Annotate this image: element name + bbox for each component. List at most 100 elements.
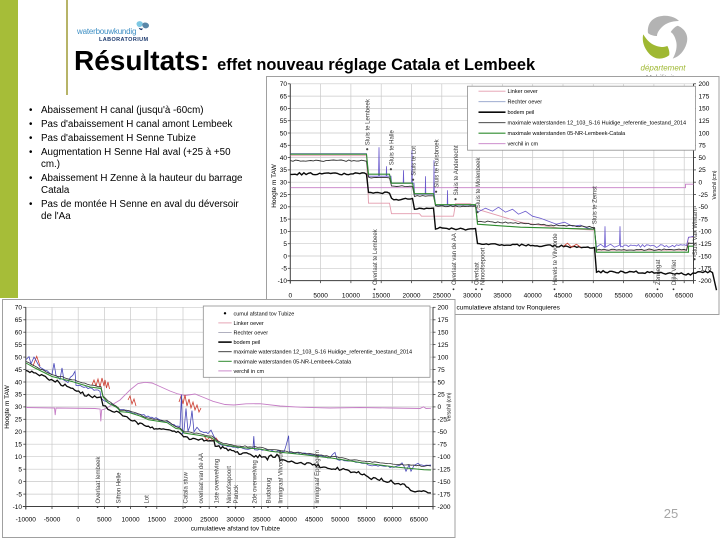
- svg-text:maximale waterstanden 05-NR-Le: maximale waterstanden 05-NR-Lembeek-Cata…: [507, 131, 626, 137]
- svg-text:20: 20: [15, 429, 23, 436]
- svg-text:55: 55: [279, 118, 287, 125]
- svg-text:-5: -5: [281, 265, 287, 272]
- svg-text:Verschil (cm): Verschil (cm): [447, 392, 453, 421]
- svg-text:25000: 25000: [432, 292, 450, 299]
- svg-text:60000: 60000: [384, 517, 402, 524]
- svg-text:Sluis te Halle: Sluis te Halle: [389, 129, 395, 165]
- svg-text:50: 50: [15, 354, 23, 361]
- svg-text:Sluis te Zemst: Sluis te Zemst: [592, 186, 598, 224]
- svg-text:150: 150: [438, 330, 449, 337]
- svg-text:Rechter oever: Rechter oever: [234, 331, 269, 337]
- svg-text:Sluis te Lot: Sluis te Lot: [411, 145, 417, 175]
- svg-text:30000: 30000: [463, 292, 481, 299]
- svg-text:50000: 50000: [331, 517, 349, 524]
- svg-text:125: 125: [698, 118, 709, 125]
- svg-text:maximale waterstanden 12_103_S: maximale waterstanden 12_103_S-16 Huidig…: [507, 120, 686, 126]
- svg-text:65: 65: [15, 317, 23, 324]
- svg-text:55000: 55000: [614, 292, 632, 299]
- svg-text:5000: 5000: [313, 292, 328, 299]
- svg-text:40: 40: [279, 155, 287, 162]
- svg-text:50: 50: [279, 130, 287, 137]
- svg-text:25: 25: [279, 192, 287, 199]
- svg-text:60000: 60000: [644, 292, 662, 299]
- svg-text:Sluis te Lembeek: Sluis te Lembeek: [365, 98, 371, 145]
- svg-text:-25: -25: [438, 417, 448, 424]
- svg-text:25: 25: [438, 392, 446, 399]
- svg-text:150: 150: [698, 105, 709, 112]
- svg-text:25: 25: [698, 167, 706, 174]
- svg-text:35: 35: [15, 392, 23, 399]
- svg-text:10: 10: [279, 228, 287, 235]
- svg-text:Sluis te Ruisbroek: Sluis te Ruisbroek: [434, 138, 440, 187]
- svg-text:cumulatieve afstand tov Tubiz: cumulatieve afstand tov Tubize: [191, 526, 281, 533]
- svg-text:overlaat van de AA: overlaat van de AA: [199, 453, 205, 503]
- svg-text:bodem peil: bodem peil: [507, 110, 534, 116]
- svg-text:45000: 45000: [553, 292, 571, 299]
- svg-text:-10: -10: [277, 278, 287, 285]
- svg-text:Sluis Van Wintam: Sluis Van Wintam: [693, 208, 699, 255]
- svg-text:-10000: -10000: [16, 517, 37, 524]
- svg-text:40: 40: [15, 379, 23, 386]
- svg-text:Overlaat van de AA: Overlaat van de AA: [452, 233, 458, 285]
- svg-text:25000: 25000: [200, 517, 218, 524]
- svg-text:maximale waterstanden 12_103_S: maximale waterstanden 12_103_S-16 Huidig…: [234, 350, 413, 356]
- svg-text:30: 30: [279, 179, 287, 186]
- svg-text:Verschil (cm): Verschil (cm): [712, 170, 718, 199]
- svg-text:-200: -200: [438, 504, 451, 511]
- svg-text:1ste overwelving: 1ste overwelving: [215, 459, 221, 504]
- svg-text:50: 50: [698, 155, 706, 162]
- svg-text:20000: 20000: [402, 292, 420, 299]
- svg-text:Dijle Vliet: Dijle Vliet: [672, 259, 678, 284]
- svg-text:45: 45: [279, 142, 287, 149]
- svg-text:30000: 30000: [226, 517, 244, 524]
- svg-text:15: 15: [15, 442, 23, 449]
- svg-text:-5000: -5000: [44, 517, 61, 524]
- svg-text:-25: -25: [698, 192, 708, 199]
- svg-text:65000: 65000: [675, 292, 693, 299]
- svg-text:15000: 15000: [148, 517, 166, 524]
- svg-text:15000: 15000: [372, 292, 390, 299]
- svg-text:Sifron Helle: Sifron Helle: [117, 472, 123, 504]
- svg-text:Catala stuw: Catala stuw: [184, 471, 190, 503]
- svg-text:Budabrug: Budabrug: [267, 477, 273, 503]
- svg-text:5000: 5000: [97, 517, 112, 524]
- svg-text:10000: 10000: [341, 292, 359, 299]
- svg-text:5: 5: [283, 241, 287, 248]
- svg-text:verchil in cm: verchil in cm: [507, 141, 538, 147]
- svg-text:25: 25: [15, 417, 23, 424]
- svg-text:Sluis te Anderlecht: Sluis te Anderlecht: [454, 145, 460, 195]
- svg-text:75: 75: [438, 367, 446, 374]
- svg-text:Ninoofsepoort: Ninoofsepoort: [227, 466, 233, 504]
- svg-text:-5: -5: [16, 491, 22, 498]
- svg-text:Hevels te Vilvoorde: Hevels te Vilvoorde: [553, 233, 559, 285]
- svg-text:35: 35: [279, 167, 287, 174]
- svg-text:maximale waterstanden 05-NR-Le: maximale waterstanden 05-NR-Lembeek-Cata…: [234, 359, 353, 365]
- svg-text:60: 60: [15, 330, 23, 337]
- svg-text:Linker oever: Linker oever: [234, 321, 264, 327]
- svg-text:-175: -175: [698, 265, 711, 272]
- svg-text:Linker oever: Linker oever: [507, 89, 537, 95]
- svg-text:Zennegat: Zennegat: [656, 259, 662, 285]
- svg-text:-100: -100: [438, 454, 451, 461]
- svg-text:cumulatieve afstand tov Ronqu: cumulatieve afstand tov Ronquieres: [456, 304, 560, 311]
- svg-text:-125: -125: [698, 241, 711, 248]
- svg-text:-175: -175: [438, 491, 451, 498]
- svg-text:0: 0: [438, 404, 442, 411]
- svg-text:0: 0: [288, 292, 292, 299]
- svg-text:40000: 40000: [523, 292, 541, 299]
- svg-text:200: 200: [698, 81, 709, 88]
- svg-text:100: 100: [698, 130, 709, 137]
- svg-text:35000: 35000: [253, 517, 271, 524]
- svg-text:-75: -75: [438, 442, 448, 449]
- svg-text:65: 65: [279, 93, 287, 100]
- svg-text:50000: 50000: [584, 292, 602, 299]
- svg-text:15: 15: [279, 216, 287, 223]
- svg-text:Hoogte m TAW: Hoogte m TAW: [271, 163, 278, 207]
- svg-text:70: 70: [15, 305, 23, 312]
- svg-text:55: 55: [15, 342, 23, 349]
- svg-text:Ninoofsepoort: Ninoofsepoort: [480, 247, 486, 285]
- svg-text:0: 0: [283, 253, 287, 260]
- svg-text:40000: 40000: [279, 517, 297, 524]
- svg-text:limnigraaf Eppegem: limnigraaf Eppegem: [315, 450, 321, 503]
- svg-text:60: 60: [279, 105, 287, 112]
